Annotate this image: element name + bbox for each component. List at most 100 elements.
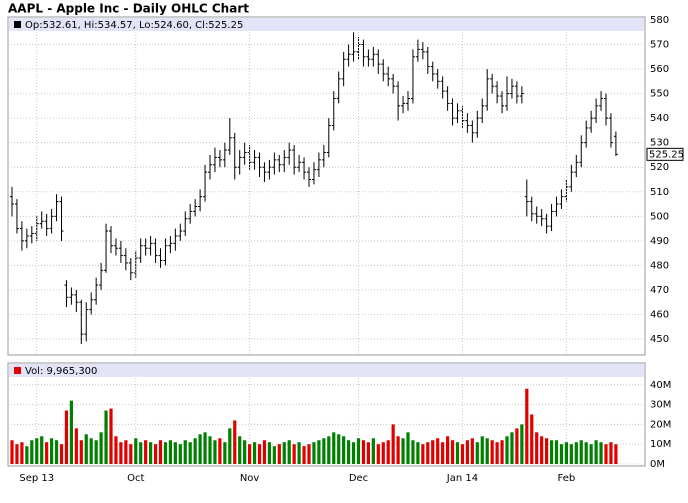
volume-bar [183, 440, 187, 464]
volume-bar [411, 440, 415, 464]
volume-bar [59, 444, 64, 464]
volume-bar [322, 438, 326, 464]
y-tick-label: 530 [650, 138, 669, 149]
volume-bar [89, 438, 93, 464]
volume-bar [510, 432, 514, 464]
volume-bar [371, 438, 375, 464]
volume-bar [64, 410, 69, 464]
x-tick-label: Dec [349, 473, 368, 484]
volume-bar [505, 436, 509, 464]
volume-bar [119, 442, 123, 464]
volume-bar [515, 428, 519, 464]
volume-bar [470, 438, 474, 464]
volume-bar [460, 444, 465, 464]
volume-bar [465, 440, 469, 464]
volume-bar [272, 446, 276, 464]
volume-bar [337, 434, 341, 464]
volume-bar [69, 400, 73, 464]
volume-bar [213, 440, 217, 464]
volume-bar [545, 438, 549, 464]
y-tick-label: 450 [650, 334, 669, 345]
volume-bar [163, 442, 168, 464]
volume-bar [238, 436, 242, 464]
price-panel [7, 16, 646, 356]
volume-bar [441, 442, 445, 464]
volume-bar [223, 442, 227, 464]
volume-bar [312, 442, 316, 464]
volume-bar [79, 440, 83, 464]
volume-bar [54, 440, 59, 464]
volume-bar [381, 442, 385, 464]
volume-bar [386, 440, 390, 464]
volume-bar [277, 444, 281, 464]
volume-bar [520, 424, 524, 464]
last-price-box [646, 147, 684, 161]
volume-bar [153, 444, 158, 464]
volume-bar [252, 442, 257, 464]
volume-bar [35, 438, 39, 464]
volume-bar [297, 442, 301, 464]
volume-bar [84, 434, 88, 464]
volume-bar [391, 424, 395, 464]
volume-bar [287, 440, 291, 464]
volume-bar [604, 444, 608, 464]
volume-bar [178, 444, 182, 464]
y-tick-label: 30M [650, 400, 671, 411]
volume-bar [540, 436, 544, 464]
volume-bar [480, 436, 484, 464]
legend-strip [9, 364, 644, 377]
volume-bar [525, 388, 529, 464]
volume-bar [139, 442, 143, 464]
volume-bar [530, 414, 534, 464]
y-tick-label: 500 [650, 211, 669, 222]
volume-bar [450, 440, 455, 464]
y-tick-label: 40M [650, 380, 671, 391]
volume-bar [564, 442, 568, 464]
y-tick-label: 560 [650, 64, 669, 75]
volume-bar [347, 440, 351, 464]
volume-bar [535, 432, 539, 464]
volume-bar [218, 438, 222, 464]
x-tick-label: Feb [558, 473, 576, 484]
chart-title: AAPL - Apple Inc - Daily OHLC Chart [8, 2, 249, 16]
volume-bar [361, 440, 366, 464]
volume-bar [549, 440, 554, 464]
y-tick-label: 10M [650, 439, 671, 450]
volume-bar [589, 444, 593, 464]
volume-bar [292, 444, 296, 464]
volume-bar [569, 444, 573, 464]
y-tick-label: 490 [650, 236, 669, 247]
volume-bar [134, 438, 138, 464]
volume-bar [188, 442, 192, 464]
volume-bar [584, 442, 588, 464]
x-tick-label: Jan 14 [446, 473, 478, 484]
volume-bar [446, 436, 450, 464]
y-tick-label: 540 [650, 113, 669, 124]
volume-bar [129, 444, 133, 464]
volume-bar [421, 444, 425, 464]
volume-bar [149, 442, 153, 464]
volume-bar [302, 446, 306, 464]
volume-bar [50, 438, 54, 464]
volume-bar [168, 440, 172, 464]
volume-bar [15, 444, 19, 464]
legend-icon [14, 21, 21, 28]
volume-bar [594, 440, 598, 464]
volume-bar [426, 442, 430, 464]
x-tick-label: Sep 13 [19, 473, 54, 484]
volume-bar [579, 440, 583, 464]
y-tick-label: 550 [650, 89, 669, 100]
volume-bar [45, 442, 49, 464]
volume-bar [114, 436, 118, 464]
volume-bar [342, 436, 346, 464]
volume-bar [25, 446, 29, 464]
volume-bar [327, 436, 331, 464]
volume-bar [243, 440, 247, 464]
volume-bar [198, 434, 202, 464]
volume-bar [267, 442, 271, 464]
volume-bar [262, 440, 267, 464]
volume-bar [40, 436, 44, 464]
marks: 450 460 470 480 490 500 510 520 530 540 550 560 570 5… [8, 15, 671, 484]
